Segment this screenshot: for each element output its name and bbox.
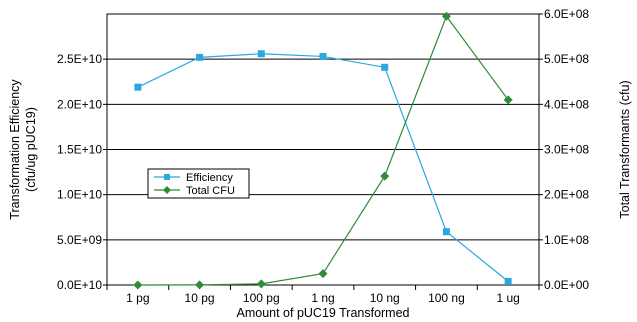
legend-diamond-marker-icon bbox=[163, 186, 171, 194]
data-point-efficiency bbox=[196, 53, 204, 61]
x-axis-title: Amount of pUC19 Transformed bbox=[237, 306, 410, 320]
gridlines bbox=[107, 58, 539, 241]
y-axis-title-line-1: Transformation Efficiency bbox=[8, 79, 22, 220]
x-tick-label: 100 pg bbox=[243, 291, 280, 305]
left-tick-label: 1.5E+10 bbox=[57, 143, 102, 157]
series-line-efficiency bbox=[137, 53, 509, 282]
data-point-total-cfu bbox=[318, 269, 328, 279]
left-tick-label: 2.0E+10 bbox=[57, 97, 102, 111]
data-point-total-cfu bbox=[195, 280, 205, 290]
data-point-efficiency bbox=[257, 50, 265, 58]
data-point-total-cfu bbox=[503, 95, 513, 105]
right-tick-label: 3.0E+08 bbox=[544, 143, 589, 157]
x-tick-label: 1 ug bbox=[496, 291, 519, 305]
x-tick-label: 100 ng bbox=[428, 291, 465, 305]
left-tick-label: 2.5E+10 bbox=[57, 52, 102, 66]
legend-box bbox=[147, 168, 250, 199]
right-tick-label: 6.0E+08 bbox=[544, 7, 589, 21]
data-point-efficiency bbox=[381, 63, 389, 71]
right-tick-label: 0.0E+00 bbox=[544, 278, 589, 292]
y2-axis-title: Total Transformants (cfu) bbox=[618, 80, 632, 218]
right-tick-label: 4.0E+08 bbox=[544, 97, 589, 111]
left-tick-label: 5.0E+09 bbox=[57, 233, 102, 247]
data-point-efficiency bbox=[442, 228, 450, 236]
x-tick-label: 10 ng bbox=[370, 291, 400, 305]
data-point-total-cfu bbox=[256, 279, 266, 289]
x-axis: 1 pg 10 pg 100 pg 1 ng 10 ng 100 ng 1 ug bbox=[106, 285, 540, 305]
data-point-efficiency bbox=[504, 277, 512, 285]
legend-label-total-cfu: Total CFU bbox=[186, 185, 235, 197]
legend: Efficiency Total CFU bbox=[147, 168, 250, 199]
right-tick-label: 1.0E+08 bbox=[544, 233, 589, 247]
legend-square-marker-icon bbox=[164, 174, 170, 180]
x-tick-label: 10 pg bbox=[185, 291, 215, 305]
data-point-efficiency bbox=[319, 52, 327, 60]
data-point-total-cfu bbox=[133, 280, 143, 290]
data-point-total-cfu bbox=[441, 11, 451, 21]
x-tick-label: 1 pg bbox=[126, 291, 149, 305]
x-tick-label: 1 ng bbox=[311, 291, 334, 305]
right-y-axis: 0.0E+00 1.0E+08 2.0E+08 3.0E+08 4.0E+08 5.0E+… bbox=[539, 7, 589, 292]
right-tick-label: 2.0E+08 bbox=[544, 188, 589, 202]
left-tick-label: 0.0E+10 bbox=[57, 278, 102, 292]
left-tick-label: 1.0E+10 bbox=[57, 188, 102, 202]
right-tick-label: 5.0E+08 bbox=[544, 52, 589, 66]
y-axis-title-line-2: (cfu/ug pUC19) bbox=[24, 107, 38, 192]
legend-label-efficiency: Efficiency bbox=[186, 172, 233, 184]
data-point-efficiency bbox=[134, 83, 142, 91]
left-y-axis: 0.0E+10 5.0E+09 1.0E+10 1.5E+10 2.0E+10 2.5E+… bbox=[57, 52, 107, 292]
series-layer bbox=[133, 11, 513, 290]
data-point-total-cfu bbox=[380, 171, 390, 181]
